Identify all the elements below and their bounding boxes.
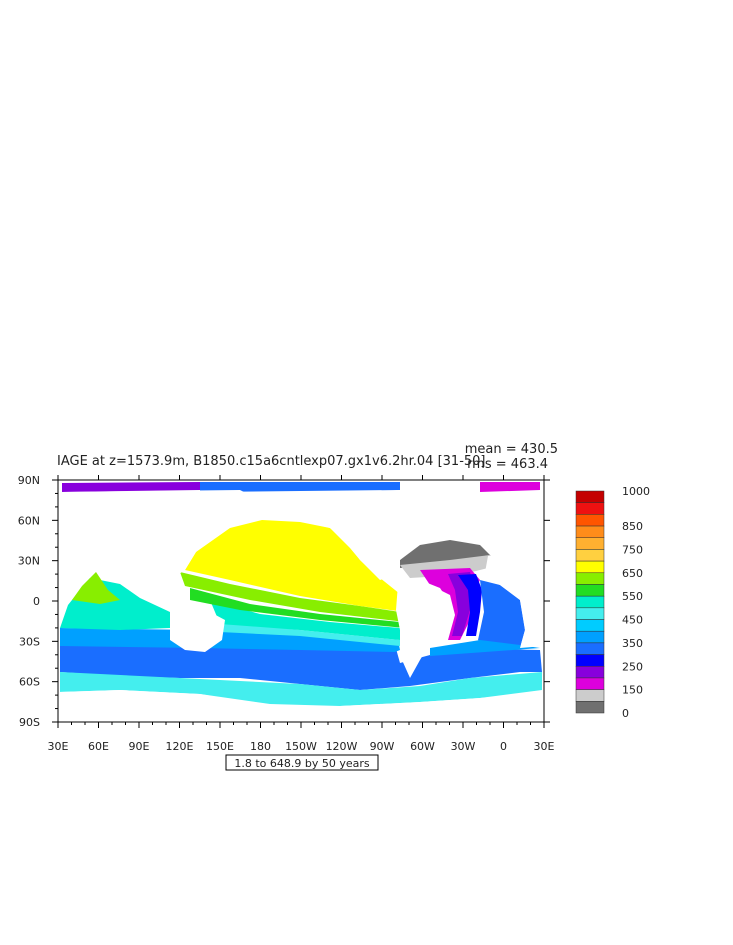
colorbar-swatch — [575, 537, 605, 550]
colorbar-label: 750 — [622, 543, 643, 556]
north-atlantic-grey — [400, 540, 490, 568]
lat-tick-label: 60N — [18, 514, 40, 527]
lon-tick-label: 30W — [451, 740, 476, 753]
south-atlantic-cyan — [430, 640, 540, 656]
lat-tick-label: 30N — [18, 555, 40, 568]
colorbar-swatch — [575, 502, 605, 515]
lat-tick-label: 30S — [19, 635, 40, 648]
lat-tick-label: 60S — [19, 676, 40, 689]
colorbar-swatch — [575, 666, 605, 679]
colorbar-label: 450 — [622, 614, 643, 627]
lon-tick-label: 90W — [370, 740, 395, 753]
colorbar-swatch — [575, 525, 605, 538]
lon-tick-label: 90E — [129, 740, 150, 753]
lon-tick-label: 150E — [206, 740, 234, 753]
south-pacific-cyan — [220, 622, 400, 646]
contour-info-text: 1.8 to 648.9 by 50 years — [234, 757, 370, 770]
contour-info-box: 1.8 to 648.9 by 50 years — [225, 754, 379, 771]
colorbar-label: 250 — [622, 660, 643, 673]
contour-info-frame — [225, 754, 379, 771]
lon-tick-label: 60W — [410, 740, 435, 753]
lon-tick-label: 30E — [534, 740, 555, 753]
colorbar-swatch — [575, 490, 605, 503]
asia-landmass — [60, 490, 260, 590]
south-pacific-cyan2 — [210, 600, 400, 640]
north-pacific-yellow — [185, 520, 405, 612]
colorbar-label: 1000 — [622, 485, 650, 498]
southern-ocean-band — [60, 643, 542, 690]
longitude-axis: 30E 60E 90E 120E 150E 180 150W 120W 90W 60W 30W 0 30… — [48, 475, 555, 753]
north-america-landmass — [262, 490, 420, 580]
colorbar-swatch — [575, 584, 605, 597]
south-atlantic-blue — [478, 580, 525, 648]
colorbar-swatch — [575, 595, 605, 609]
rms-stat: rms = 463.4 — [467, 457, 548, 472]
colorbar: 1000 850 750 650 550 450 350 250 150 0 — [575, 485, 650, 720]
ocean-fields — [60, 482, 542, 706]
land-masses — [58, 490, 544, 722]
colorbar-swatch — [575, 654, 605, 667]
mean-stat: mean = 430.5 — [465, 442, 558, 457]
lat-tick-label: 90S — [19, 716, 40, 729]
map-title: IAGE at z=1573.9m, B1850.c15a6cntlexp07.… — [57, 454, 486, 469]
south-america-landmass — [396, 580, 448, 678]
colorbar-swatch — [575, 630, 605, 644]
colorbar-swatch — [575, 572, 605, 585]
arctic-strip-purple — [62, 482, 200, 492]
colorbar-label: 550 — [622, 590, 643, 603]
colorbar-swatch — [575, 514, 605, 527]
australia-landmass — [170, 606, 225, 652]
lon-tick-label: 150W — [285, 740, 317, 753]
colorbar-swatch — [575, 549, 605, 562]
lon-tick-label: 120E — [166, 740, 194, 753]
atlantic-blue-core — [458, 574, 482, 636]
colorbar-label: 0 — [622, 707, 629, 720]
colorbar-swatch — [575, 619, 605, 632]
indian-ocean-green — [72, 572, 120, 604]
lon-tick-label: 180 — [250, 740, 271, 753]
lat-tick-label: 90N — [18, 474, 40, 487]
lon-tick-label: 30E — [48, 740, 69, 753]
southern-ocean-cyan — [60, 672, 542, 706]
lon-tick-label: 60E — [88, 740, 109, 753]
africa-landmass — [484, 556, 544, 648]
antarctica-landmass — [58, 690, 544, 722]
colorbar-swatch — [575, 701, 605, 714]
latitude-axis: 90N 60N 30N 0 30S 60S 90S — [18, 474, 550, 729]
lon-tick-label: 120W — [326, 740, 358, 753]
colorbar-label: 850 — [622, 520, 643, 533]
arctic-strip-blue — [200, 482, 400, 492]
colorbar-label: 150 — [622, 684, 643, 697]
colorbar-label: 350 — [622, 637, 643, 650]
lon-tick-label: 0 — [500, 740, 507, 753]
lat-tick-label: 0 — [33, 595, 40, 608]
colorbar-swatch — [575, 677, 605, 690]
tropical-pacific-green — [190, 588, 405, 628]
colorbar-swatch — [575, 689, 605, 702]
colorbar-label: 650 — [622, 567, 643, 580]
tropical-pacific-lightgreen — [180, 572, 405, 622]
colorbar-swatch — [575, 607, 605, 620]
arctic-strip-purple-east — [480, 482, 540, 492]
colorbar-swatch — [575, 642, 605, 655]
map-panel — [57, 479, 545, 723]
colorbar-swatch — [575, 560, 605, 574]
